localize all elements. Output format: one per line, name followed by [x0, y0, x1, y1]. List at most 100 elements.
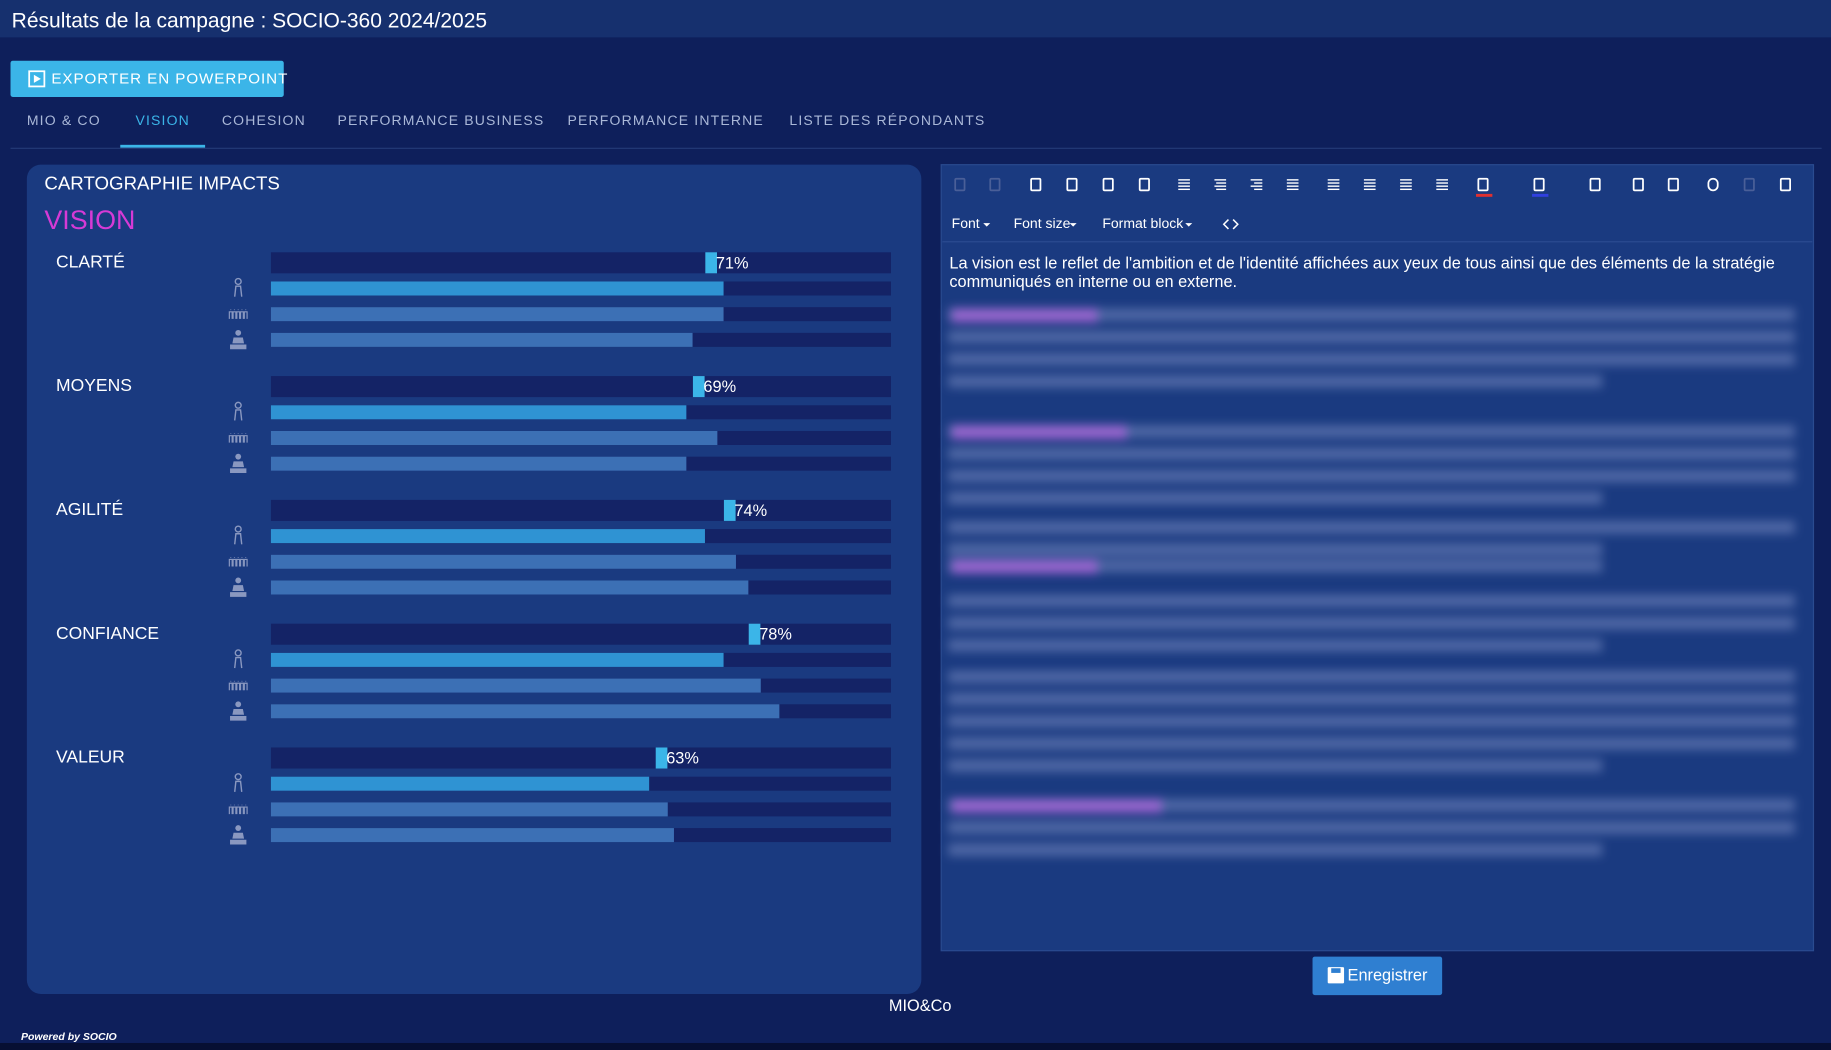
bar	[270, 802, 668, 817]
icon-hierarchy	[235, 825, 242, 832]
icon-group	[243, 804, 248, 815]
toolbar-icon[interactable]	[1533, 177, 1545, 192]
score-marker	[692, 376, 705, 398]
category-label: VALEUR	[56, 747, 125, 767]
icon-group	[239, 557, 244, 567]
tab[interactable]: MIO & CO	[27, 112, 101, 128]
blurred-line	[948, 759, 1603, 773]
bar	[270, 652, 724, 667]
blurred-line	[948, 543, 1603, 556]
category-label: CONFIANCE	[56, 623, 159, 643]
bar-track	[270, 252, 891, 274]
toolbar-icon[interactable]	[989, 177, 1001, 192]
bar	[270, 456, 687, 471]
editor-text-line[interactable]: La vision est le reflet de l'ambition et…	[949, 254, 1774, 272]
icon-group	[239, 433, 244, 443]
bar-track	[270, 747, 891, 769]
blurred-line	[948, 469, 1795, 483]
blurred-line	[948, 616, 1795, 630]
icon-group	[232, 557, 237, 567]
icon-person	[234, 285, 243, 297]
blurred-line	[948, 447, 1795, 461]
icon-person	[234, 409, 243, 421]
tab[interactable]: LISTE DES RÉPONDANTS	[789, 112, 985, 128]
tab[interactable]: COHESION	[222, 112, 306, 128]
icon-group	[228, 557, 233, 567]
score-label: 71%	[716, 254, 749, 272]
icon-group	[236, 680, 241, 691]
icon-group	[232, 309, 237, 319]
save-button[interactable]: Enregistrer	[1312, 956, 1443, 996]
toolbar-icon[interactable]	[954, 177, 966, 192]
tabs: MIO & CO VISION COHESION PERFORMANCE BUSINE…	[27, 112, 985, 148]
icon-group	[236, 557, 241, 567]
source-code-button[interactable]	[1222, 219, 1239, 230]
category-label: MOYENS	[56, 375, 132, 395]
icon-hierarchy	[230, 708, 247, 721]
blurred-line	[948, 594, 1795, 608]
icon-hierarchy	[230, 585, 247, 597]
toolbar-icon[interactable]	[1589, 177, 1601, 192]
export-label[interactable]: EXPORTER EN POWERPOINT	[51, 70, 288, 87]
format-block-menu[interactable]: Format block	[1102, 215, 1184, 231]
save-label[interactable]: Enregistrer	[1348, 967, 1428, 985]
active-tab-underline	[120, 144, 206, 148]
toolbar-icon[interactable]	[1779, 177, 1792, 192]
icon-group	[232, 680, 237, 691]
blurred-line	[948, 736, 1795, 750]
bar	[270, 580, 749, 595]
export-button[interactable]: EXPORTER EN POWERPOINT	[10, 60, 289, 97]
blurred-line	[948, 520, 1795, 534]
bar	[270, 554, 736, 569]
toolbar-icon[interactable]	[1632, 177, 1644, 192]
toolbar-icon[interactable]	[1102, 177, 1114, 192]
icon-group	[236, 309, 241, 319]
save-button-bg[interactable]	[1312, 956, 1443, 996]
powered-by: Powered by SOCIO	[21, 1031, 117, 1043]
toolbar-icon[interactable]	[1707, 177, 1719, 192]
bar	[270, 281, 724, 296]
category-label: AGILITÉ	[56, 499, 123, 519]
score-label: 69%	[703, 378, 736, 396]
window-title: Résultats de la campagne : SOCIO-360 202…	[12, 10, 487, 33]
export-icon-play	[33, 74, 41, 83]
icon-person	[234, 649, 242, 657]
toolbar-icon[interactable]	[1066, 177, 1078, 192]
blurred-line	[948, 843, 1603, 857]
icon-person	[234, 401, 242, 409]
icon-person	[234, 780, 243, 792]
blurred-line	[948, 714, 1795, 728]
tab[interactable]: VISION	[135, 112, 189, 128]
font-size-menu[interactable]: Font size	[1014, 215, 1071, 231]
chart-subtitle: VISION	[44, 205, 135, 235]
blurred-line	[948, 638, 1603, 652]
toolbar-icon[interactable]	[1477, 177, 1489, 192]
blurred-line	[948, 821, 1795, 834]
toolbar-icon[interactable]	[1030, 177, 1042, 192]
blurred-content	[948, 308, 1795, 857]
bottom-strip	[0, 1042, 1831, 1050]
font-menu[interactable]: Font	[952, 215, 980, 231]
bar	[270, 405, 687, 420]
title-bar	[0, 0, 1831, 38]
export-button-bg[interactable]	[10, 60, 284, 97]
bar	[270, 307, 724, 322]
bar	[270, 776, 650, 791]
icon-group	[228, 804, 233, 815]
toolbar-icon[interactable]	[1743, 177, 1755, 192]
icon-hierarchy	[230, 337, 247, 350]
score-marker	[705, 252, 717, 274]
tab[interactable]: PERFORMANCE BUSINESS	[337, 112, 544, 128]
icon-person	[234, 525, 242, 533]
bar	[270, 430, 718, 445]
icon-hierarchy	[230, 832, 247, 845]
editor-text-line[interactable]: communiqués en interne ou en externe.	[949, 273, 1237, 291]
icon-person	[234, 533, 243, 545]
toolbar-icon[interactable]	[1138, 177, 1150, 192]
tab[interactable]: PERFORMANCE INTERNE	[568, 112, 764, 128]
bar	[270, 678, 761, 693]
icon-group	[232, 804, 237, 815]
save-icon-detail	[1331, 968, 1341, 973]
toolbar-icon[interactable]	[1667, 177, 1679, 192]
